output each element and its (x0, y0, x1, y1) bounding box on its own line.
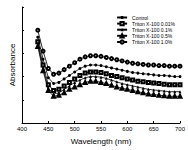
svg-text:Triton X-100 0.01%: Triton X-100 0.01% (132, 21, 175, 27)
svg-text:450: 450 (43, 126, 54, 132)
svg-text:Wavelength (nm): Wavelength (nm) (71, 137, 132, 146)
svg-text:Triton X-100 1.0%: Triton X-100 1.0% (132, 39, 173, 45)
svg-text:600: 600 (122, 126, 133, 132)
svg-text:Absorbance: Absorbance (8, 43, 17, 86)
svg-text:700: 700 (175, 126, 186, 132)
svg-text:500: 500 (70, 126, 81, 132)
svg-text:400: 400 (17, 126, 28, 132)
svg-text:Triton X-100 0.1%: Triton X-100 0.1% (132, 27, 173, 33)
svg-text:Control: Control (132, 15, 148, 21)
svg-text:550: 550 (96, 126, 107, 132)
svg-text:Triton X-100 0.5%: Triton X-100 0.5% (132, 33, 173, 39)
svg-text:650: 650 (149, 126, 160, 132)
